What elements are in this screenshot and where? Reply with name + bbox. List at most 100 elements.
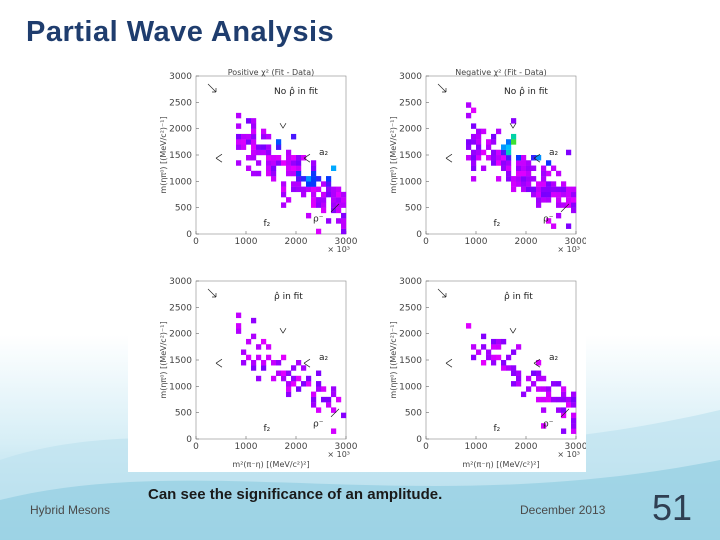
heatmap-cell [286, 197, 292, 203]
x-tick-label: 1000 [235, 237, 258, 247]
heatmap-cell [501, 165, 507, 171]
y-axis-label: m(ηπ⁰) [(MeV/c²)⁻¹] [159, 321, 168, 398]
heatmap-cell [301, 176, 307, 182]
annotation-f2: f₂ [494, 424, 501, 434]
slide-title: Partial Wave Analysis [26, 16, 335, 48]
heatmap-cell [281, 370, 287, 376]
heatmap-cell [291, 170, 297, 177]
heatmap-cell [531, 381, 537, 387]
heatmap-cell [471, 123, 477, 129]
heatmap-cell [326, 186, 332, 193]
heatmap-cell [296, 186, 302, 193]
heatmap-cell [236, 160, 242, 166]
heatmap-cell [526, 160, 532, 166]
y-tick-label: 500 [175, 204, 192, 214]
heatmap-cell [331, 391, 337, 398]
heatmap-cell [311, 165, 317, 171]
heatmap-cell [296, 165, 302, 171]
heatmap-cell [251, 365, 257, 371]
heatmap-cell [471, 344, 477, 350]
heatmap-cell [541, 386, 547, 392]
heatmap-cell [281, 191, 287, 198]
heatmap-cell [516, 165, 522, 171]
heatmap-cell [276, 155, 282, 161]
heatmap-cell [291, 375, 297, 382]
heatmap-cell [551, 381, 557, 387]
heatmap-cell [496, 155, 502, 161]
heatmap-cell [301, 186, 307, 193]
heatmap-cell [571, 391, 577, 398]
y-tick-label: 2500 [169, 98, 192, 108]
heatmap-cell [491, 149, 497, 156]
arrow-marker [303, 358, 311, 368]
heatmap-cell [336, 186, 342, 193]
heatmap-cell [526, 186, 532, 193]
heatmap-cell [271, 375, 277, 382]
heatmap-cell [536, 360, 542, 366]
y-tick-label: 1000 [169, 177, 192, 187]
heatmap-cell [266, 155, 272, 161]
heatmap-cell [341, 228, 347, 235]
heatmap-cell [291, 381, 297, 387]
heatmap-cell [516, 381, 522, 387]
arrow-marker [279, 327, 287, 334]
heatmap-cell [291, 186, 297, 193]
heatmap-cell [316, 228, 322, 235]
heatmap-cell [541, 170, 547, 177]
heatmap-cell [286, 160, 292, 166]
heatmap-cell [471, 149, 477, 156]
heatmap-cell [511, 370, 517, 376]
heatmap-cell [301, 191, 307, 198]
x-tick-label: 0 [423, 442, 429, 452]
heatmap-cell [271, 155, 277, 161]
x-tick-label: 3000 [335, 442, 358, 452]
heatmap-cell [246, 133, 252, 140]
heatmap-cell [286, 381, 292, 387]
arrow-marker [207, 288, 217, 298]
heatmap-cell [306, 381, 312, 387]
heatmap-cell [511, 139, 517, 145]
heatmap-cell [506, 144, 512, 150]
heatmap-cell [541, 181, 547, 187]
heatmap-cell [281, 181, 287, 187]
annotation-rho: ρ⁻ [313, 419, 324, 429]
y-tick-label: 1000 [169, 382, 192, 392]
heatmap-cell [271, 165, 277, 171]
heatmap-cell [486, 139, 492, 145]
heatmap-cell [256, 354, 262, 361]
heatmap-cell [306, 176, 312, 182]
heatmap-cell [571, 207, 577, 214]
heatmap-cell [506, 155, 512, 161]
heatmap-cell [531, 191, 537, 198]
heatmap-cell [471, 160, 477, 166]
heatmap-cell [546, 396, 552, 403]
arrow-marker [533, 358, 541, 368]
x-tick-label: 3000 [335, 237, 358, 247]
heatmap-cell [491, 155, 497, 161]
annotation-f2: f₂ [494, 219, 501, 229]
heatmap-cell [311, 186, 317, 193]
arrow-marker [279, 122, 287, 129]
heatmap-cell [496, 354, 502, 361]
heatmap-cell [501, 149, 507, 156]
heatmap-cell [281, 160, 287, 166]
heatmap-cell [286, 391, 292, 398]
heatmap-cell [526, 375, 532, 382]
heatmap-cell [276, 360, 282, 366]
heatmap-cell [501, 160, 507, 166]
x-tick-label: 2000 [515, 237, 538, 247]
heatmap-cell [276, 160, 282, 166]
heatmap-cell [516, 181, 522, 187]
heatmap-cell [511, 133, 517, 140]
arrow-marker [509, 122, 517, 129]
heatmap-cell [536, 396, 542, 403]
heatmap-cell [316, 186, 322, 193]
heatmap-cell [306, 186, 312, 193]
heatmap-cell [466, 155, 472, 161]
heatmap-cell [571, 423, 577, 429]
heatmap-cell [561, 186, 567, 193]
heatmap-cell [306, 375, 312, 382]
heatmap-cell [536, 155, 542, 161]
heatmap-cell [241, 133, 247, 140]
heatmap-cell [566, 202, 572, 208]
